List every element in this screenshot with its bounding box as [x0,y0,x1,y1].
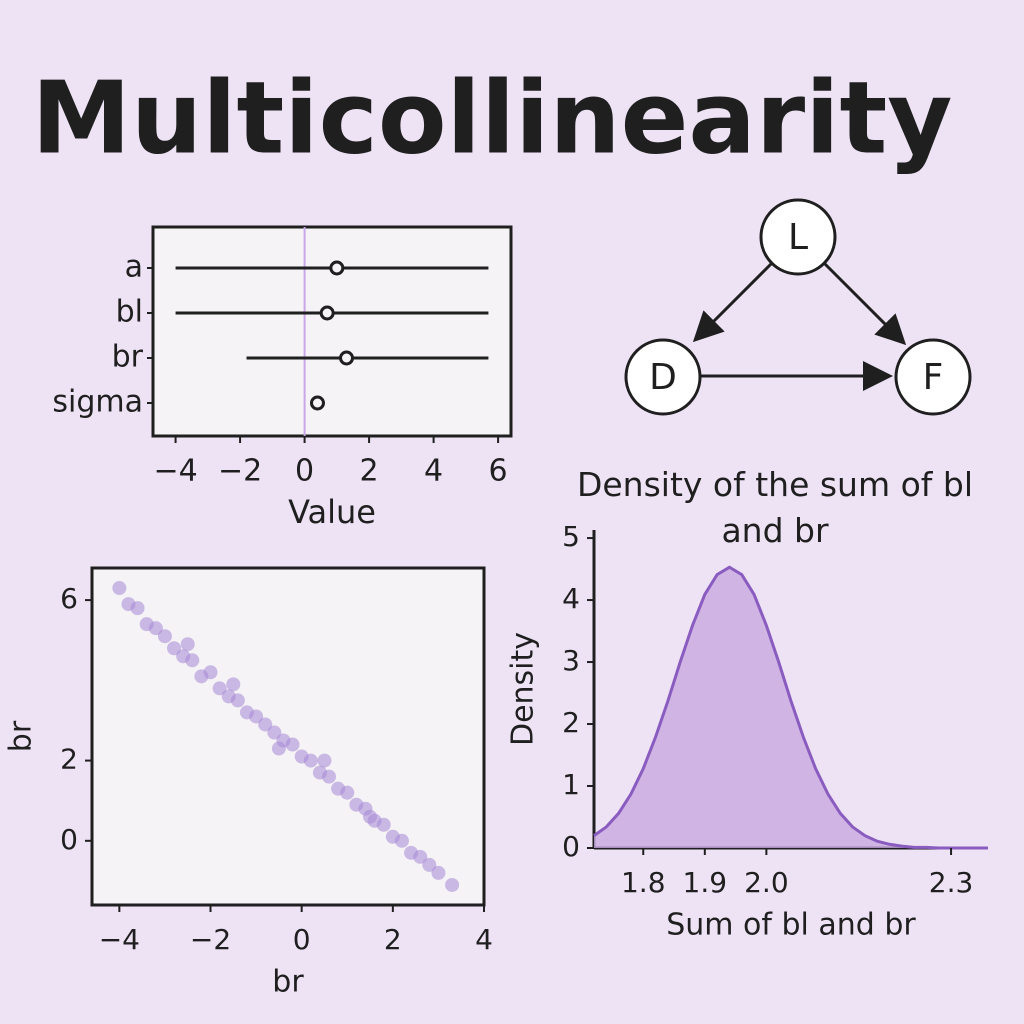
point [285,737,300,752]
point [258,717,273,732]
point [185,653,200,668]
x-tick-label: 0 [293,923,311,956]
y-tick-label: a [125,250,143,285]
x-tick-label: 1.9 [683,866,728,899]
x-tick-label: −4 [153,454,197,489]
y-tick-label: 0 [60,823,78,856]
x-tick-label: 2.0 [744,866,789,899]
point [431,865,446,880]
x-tick-label: −2 [218,454,262,489]
point [203,665,218,680]
point [329,260,345,276]
y-tick-label: 5 [562,520,580,553]
point [413,849,428,864]
point [339,350,355,366]
node [759,198,837,276]
y-axis-label: Density [506,632,541,746]
plot-area [151,225,513,438]
x-axis-label: br [272,965,304,1000]
density-line [593,565,988,850]
y-tick-label: bl [116,295,143,330]
point [148,621,163,636]
point [180,637,195,652]
x-tick-label: 2 [384,923,402,956]
node [624,338,702,416]
y-tick-label: sigma [52,385,143,420]
point [376,817,391,832]
x-tick-label: 0 [295,454,314,489]
y-tick-label: 0 [562,830,580,863]
density-title: Density of the sum of bl and br [576,465,974,550]
y-tick-label: 2 [562,706,580,739]
y-tick-label: 3 [562,644,580,677]
x-tick-label: 4 [475,923,493,956]
x-tick-label: 2 [360,454,379,489]
point [322,769,337,784]
point [422,857,437,872]
point [249,709,264,724]
page-title: Multicollinearity [32,59,953,176]
node-label: F [923,357,944,398]
point [226,677,241,692]
x-tick-label: 1.8 [621,866,666,899]
x-tick-label: 6 [489,454,508,489]
x-axis-label: Sum of bl and br [666,908,916,943]
point [230,693,245,708]
dag [624,198,972,416]
node-label: D [649,357,677,398]
node-label: L [788,217,808,258]
y-tick-label: 6 [60,582,78,615]
point [267,725,282,740]
point [317,753,332,768]
y-tick-label: 1 [562,768,580,801]
x-tick-label: 2.3 [929,866,974,899]
point [271,741,286,756]
node [894,338,972,416]
y-tick-label: 4 [562,582,580,615]
point [112,581,127,596]
point [212,681,227,696]
point [340,785,355,800]
point [167,641,182,656]
x-tick-label: −2 [190,923,231,956]
point [319,305,335,321]
y-tick-label: 2 [60,743,78,776]
y-axis-label: br [4,720,39,752]
point [130,601,145,616]
edge [692,261,774,343]
point [157,629,172,644]
point [309,395,325,411]
x-tick-label: −4 [99,923,140,956]
edge [822,261,907,346]
density-area [594,567,988,848]
point [303,753,318,768]
x-tick-label: 4 [424,454,443,489]
point [445,877,460,892]
point [363,809,378,824]
point [394,833,409,848]
x-axis-label: Value [288,493,376,531]
y-tick-label: br [112,340,144,375]
